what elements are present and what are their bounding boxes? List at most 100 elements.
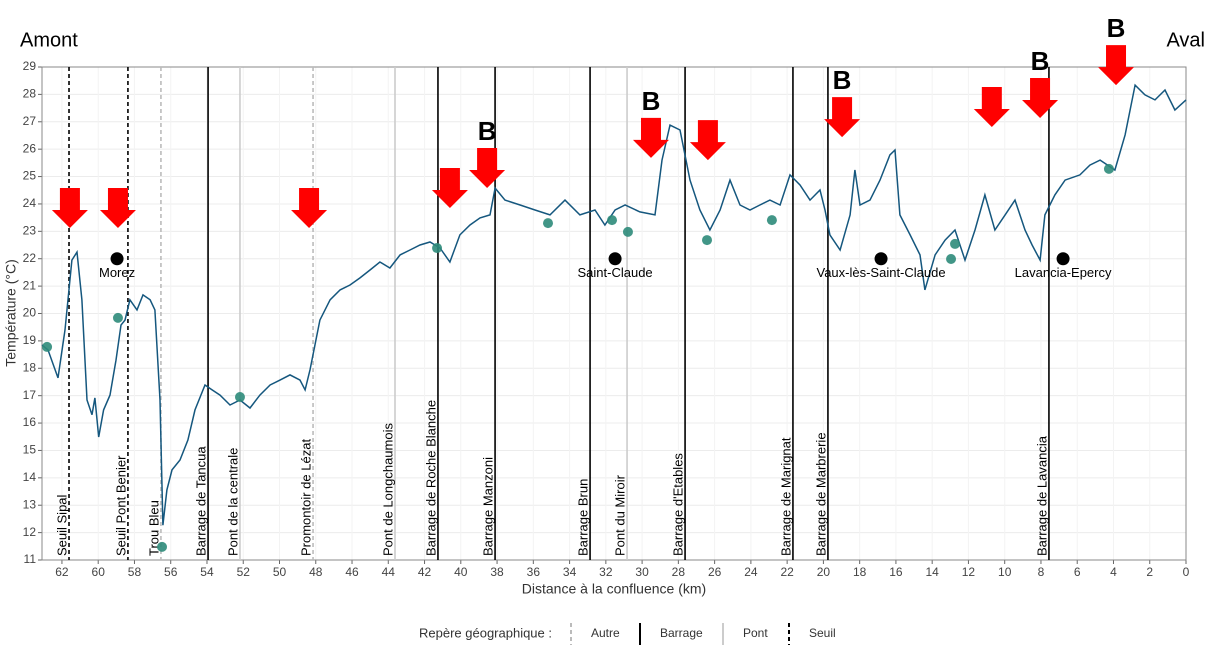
- measure-point: [950, 238, 961, 249]
- x-tick-label: 26: [708, 565, 722, 579]
- reference-label: Seuil Sipal: [54, 494, 69, 556]
- x-tick-label: 44: [382, 565, 396, 579]
- event-label: B: [642, 86, 661, 116]
- y-axis-title: Température (°C): [3, 259, 19, 367]
- measure-point: [432, 243, 443, 254]
- x-tick-label: 48: [309, 565, 323, 579]
- measure-point: [622, 226, 633, 237]
- y-tick-label: 14: [23, 470, 37, 484]
- x-tick-label: 34: [563, 565, 577, 579]
- x-tick-label: 4: [1110, 565, 1117, 579]
- x-tick-label: 18: [853, 565, 867, 579]
- town-label: Morez: [99, 265, 135, 280]
- x-tick-label: 52: [237, 565, 251, 579]
- x-tick-label: 50: [273, 565, 287, 579]
- event-arrow: [632, 117, 669, 158]
- x-tick-label: 58: [128, 565, 142, 579]
- x-tick-label: 12: [962, 565, 976, 579]
- measure-point: [234, 392, 245, 403]
- measure-point: [946, 253, 957, 264]
- y-tick-label: 21: [23, 278, 37, 292]
- reference-label: Seuil Pont Benier: [113, 455, 128, 556]
- event-arrow: [99, 188, 136, 229]
- legend-label: Barrage: [660, 626, 703, 640]
- reference-label: Barrage de Roche Blanche: [423, 400, 438, 556]
- town-label: Lavancia-Epercy: [1015, 265, 1112, 280]
- x-tick-label: 28: [672, 565, 686, 579]
- y-tick-label: 12: [23, 525, 37, 539]
- x-tick-label: 42: [418, 565, 432, 579]
- x-tick-label: 24: [744, 565, 758, 579]
- y-tick-label: 18: [23, 360, 37, 374]
- x-tick-label: 30: [635, 565, 649, 579]
- y-tick-label: 24: [23, 196, 37, 210]
- x-tick-label: 56: [164, 565, 178, 579]
- x-tick-label: 0: [1183, 565, 1190, 579]
- x-tick-label: 22: [780, 565, 794, 579]
- event-arrow: [689, 120, 726, 161]
- reference-label: Promontoir de Lézat: [298, 439, 313, 556]
- measure-point: [42, 341, 53, 352]
- y-tick-label: 11: [24, 552, 37, 566]
- reference-label: Barrage de Marbrerie: [813, 432, 828, 556]
- reference-label: Barrage de Tancua: [194, 446, 209, 556]
- x-tick-label: 10: [998, 565, 1012, 579]
- event-label: B: [478, 116, 497, 146]
- x-tick-label: 2: [1146, 565, 1153, 579]
- legend-label: Seuil: [809, 626, 836, 640]
- measure-point: [1103, 163, 1114, 174]
- legend-label: Autre: [591, 626, 620, 640]
- event-arrow: [51, 188, 88, 229]
- y-tick-label: 17: [23, 388, 37, 402]
- y-tick-label: 16: [23, 415, 37, 429]
- event-arrow: [824, 97, 861, 138]
- reference-label: Trou Bleu: [146, 500, 161, 556]
- x-tick-label: 36: [527, 565, 541, 579]
- measure-point: [702, 235, 713, 246]
- event-label: B: [1107, 13, 1126, 43]
- measure-point: [766, 215, 777, 226]
- legend-title: Repère géographique :: [419, 625, 552, 640]
- reference-label: Barrage de Marignat: [778, 437, 793, 556]
- y-tick-label: 26: [23, 141, 37, 155]
- town-point: [1056, 252, 1070, 266]
- measure-point: [157, 541, 168, 552]
- x-tick-label: 62: [55, 565, 69, 579]
- x-tick-label: 6: [1074, 565, 1081, 579]
- event-arrow: [1098, 45, 1135, 86]
- town-point: [608, 252, 622, 266]
- y-tick-label: 25: [23, 169, 37, 183]
- x-tick-label: 46: [345, 565, 359, 579]
- event-label: B: [1031, 46, 1050, 76]
- event-arrow: [973, 86, 1010, 127]
- event-arrow: [291, 188, 328, 229]
- reference-label: Barrage d'Etables: [671, 453, 686, 556]
- x-tick-label: 20: [817, 565, 831, 579]
- event-label: B: [833, 65, 852, 95]
- x-tick-label: 16: [889, 565, 903, 579]
- temperature-line: [41, 83, 1187, 526]
- x-tick-label: 8: [1038, 565, 1045, 579]
- x-tick-label: 32: [599, 565, 613, 579]
- reference-label: Pont de Longchaumois: [380, 423, 395, 556]
- x-axis-title: Distance à la confluence (km): [522, 581, 706, 597]
- measure-point: [543, 218, 554, 229]
- x-tick-label: 40: [454, 565, 468, 579]
- reference-label: Pont du Miroir: [612, 474, 627, 556]
- x-tick-label: 54: [200, 565, 214, 579]
- x-tick-label: 14: [926, 565, 940, 579]
- y-tick-label: 15: [23, 443, 37, 457]
- y-tick-label: 28: [23, 87, 37, 101]
- event-arrow: [431, 168, 468, 209]
- y-tick-label: 13: [23, 497, 37, 511]
- plot-border: [41, 66, 1187, 561]
- reference-label: Pont de la centrale: [225, 448, 240, 556]
- event-arrow: [1022, 77, 1059, 118]
- y-tick-label: 19: [23, 333, 37, 347]
- town-label: Vaux-lès-Saint-Claude: [816, 265, 945, 280]
- y-tick-label: 29: [23, 59, 37, 73]
- town-point: [874, 252, 888, 266]
- x-tick-label: 60: [92, 565, 106, 579]
- measure-point: [607, 215, 618, 226]
